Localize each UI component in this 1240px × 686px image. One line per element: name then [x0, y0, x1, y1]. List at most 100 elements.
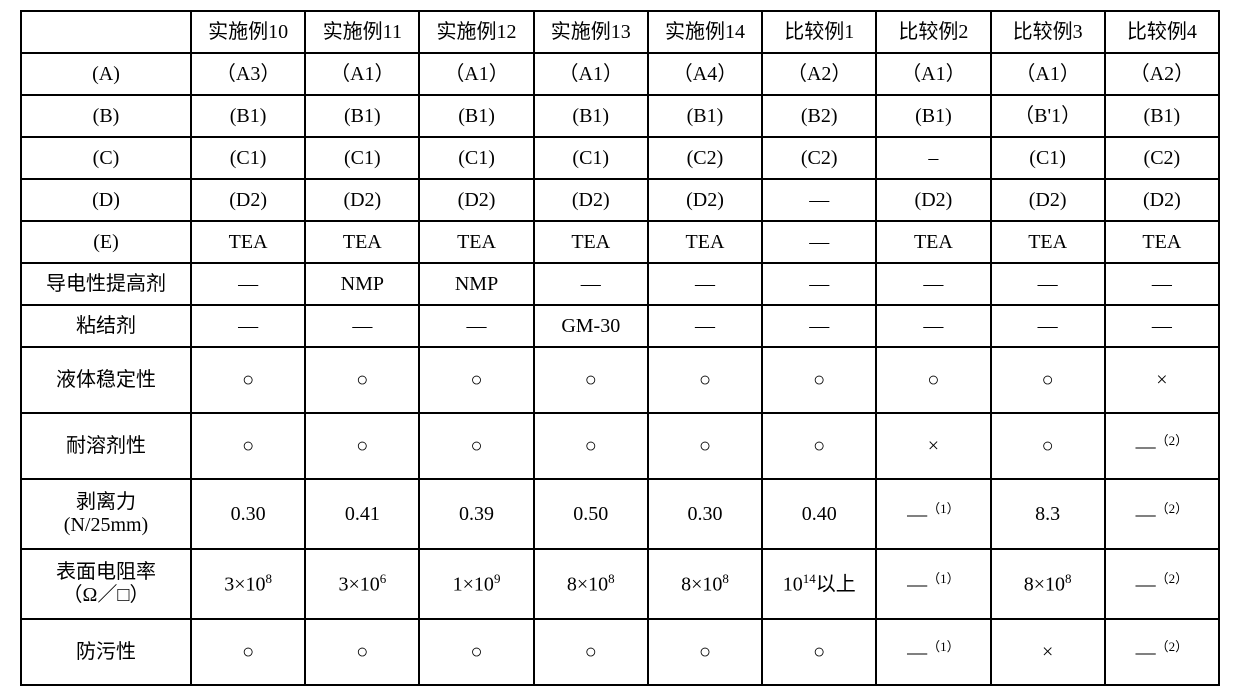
- cell: (D2): [991, 179, 1105, 221]
- cell: ○: [876, 347, 990, 413]
- header-col: 实施例12: [419, 11, 533, 53]
- cell: —: [762, 179, 876, 221]
- cell: —: [534, 263, 648, 305]
- header-col: 实施例11: [305, 11, 419, 53]
- table-row: (C)(C1)(C1)(C1)(C1)(C2)(C2)–(C1)(C2): [21, 137, 1219, 179]
- row-label: (C): [21, 137, 191, 179]
- cell: —: [648, 263, 762, 305]
- cell: (B1): [1105, 95, 1219, 137]
- cell: —（1）: [876, 479, 990, 549]
- row-label: (B): [21, 95, 191, 137]
- cell: 0.39: [419, 479, 533, 549]
- cell: —（2）: [1105, 479, 1219, 549]
- cell: （A3）: [191, 53, 305, 95]
- cell: —: [1105, 263, 1219, 305]
- cell: —: [191, 305, 305, 347]
- header-col: 实施例14: [648, 11, 762, 53]
- cell: （A2）: [1105, 53, 1219, 95]
- table-row: 液体稳定性○○○○○○○○×: [21, 347, 1219, 413]
- cell: TEA: [648, 221, 762, 263]
- cell: (C1): [419, 137, 533, 179]
- cell: 1014以上: [762, 549, 876, 619]
- cell: (C2): [762, 137, 876, 179]
- cell: 0.40: [762, 479, 876, 549]
- cell: ○: [762, 347, 876, 413]
- cell: 8×108: [648, 549, 762, 619]
- row-label: 粘结剂: [21, 305, 191, 347]
- row-label: (E): [21, 221, 191, 263]
- cell: TEA: [1105, 221, 1219, 263]
- cell: ○: [762, 413, 876, 479]
- cell: ○: [305, 347, 419, 413]
- cell: ○: [191, 619, 305, 685]
- cell: （A1）: [876, 53, 990, 95]
- cell: ○: [648, 413, 762, 479]
- row-label: 耐溶剂性: [21, 413, 191, 479]
- cell: NMP: [305, 263, 419, 305]
- cell: —: [419, 305, 533, 347]
- table-row: 粘结剂———GM-30—————: [21, 305, 1219, 347]
- spec-table: 实施例10实施例11实施例12实施例13实施例14比较例1比较例2比较例3比较例…: [20, 10, 1220, 686]
- cell: (C1): [991, 137, 1105, 179]
- cell: ×: [876, 413, 990, 479]
- cell: ○: [648, 619, 762, 685]
- cell: (B1): [648, 95, 762, 137]
- table-row: 耐溶剂性○○○○○○×○—（2）: [21, 413, 1219, 479]
- row-label: 剥离力(N/25mm): [21, 479, 191, 549]
- cell: (D2): [648, 179, 762, 221]
- cell: ○: [648, 347, 762, 413]
- cell: TEA: [191, 221, 305, 263]
- cell: (C2): [1105, 137, 1219, 179]
- cell: ○: [991, 347, 1105, 413]
- cell: (C2): [648, 137, 762, 179]
- cell: 0.30: [648, 479, 762, 549]
- header-col: 比较例4: [1105, 11, 1219, 53]
- cell: ○: [305, 619, 419, 685]
- row-label: (D): [21, 179, 191, 221]
- cell: (D2): [1105, 179, 1219, 221]
- cell: ○: [534, 347, 648, 413]
- cell: （A2）: [762, 53, 876, 95]
- table-row: 剥离力(N/25mm)0.300.410.390.500.300.40—（1）8…: [21, 479, 1219, 549]
- table-row: (D)(D2)(D2)(D2)(D2)(D2)—(D2)(D2)(D2): [21, 179, 1219, 221]
- cell: —: [991, 263, 1105, 305]
- cell: ○: [534, 619, 648, 685]
- header-col: 比较例1: [762, 11, 876, 53]
- cell: TEA: [305, 221, 419, 263]
- cell: —: [191, 263, 305, 305]
- row-label: 液体稳定性: [21, 347, 191, 413]
- cell: ○: [191, 413, 305, 479]
- header-col: 比较例2: [876, 11, 990, 53]
- row-label: 防污性: [21, 619, 191, 685]
- header-col: 比较例3: [991, 11, 1105, 53]
- cell: —（2）: [1105, 619, 1219, 685]
- cell: —: [1105, 305, 1219, 347]
- row-label: 导电性提高剂: [21, 263, 191, 305]
- cell: GM-30: [534, 305, 648, 347]
- cell: (B2): [762, 95, 876, 137]
- cell: （B'1）: [991, 95, 1105, 137]
- cell: 0.41: [305, 479, 419, 549]
- header-col: 实施例10: [191, 11, 305, 53]
- cell: —: [762, 221, 876, 263]
- header-blank: [21, 11, 191, 53]
- cell: —: [305, 305, 419, 347]
- cell: —（1）: [876, 619, 990, 685]
- row-label: 表面电阻率（Ω／□）: [21, 549, 191, 619]
- cell: （A1）: [534, 53, 648, 95]
- cell: (C1): [534, 137, 648, 179]
- cell: ○: [419, 413, 533, 479]
- cell: （A1）: [305, 53, 419, 95]
- cell: TEA: [534, 221, 648, 263]
- cell: —: [876, 263, 990, 305]
- cell: (C1): [305, 137, 419, 179]
- row-label: (A): [21, 53, 191, 95]
- cell: (B1): [534, 95, 648, 137]
- cell: (D2): [876, 179, 990, 221]
- cell: ○: [534, 413, 648, 479]
- cell: (D2): [419, 179, 533, 221]
- cell: –: [876, 137, 990, 179]
- table-row: (B)(B1)(B1)(B1)(B1)(B1)(B2)(B1)（B'1）(B1): [21, 95, 1219, 137]
- cell: ○: [762, 619, 876, 685]
- table-body: (A)（A3）（A1）（A1）（A1）（A4）（A2）（A1）（A1）（A2）(…: [21, 53, 1219, 685]
